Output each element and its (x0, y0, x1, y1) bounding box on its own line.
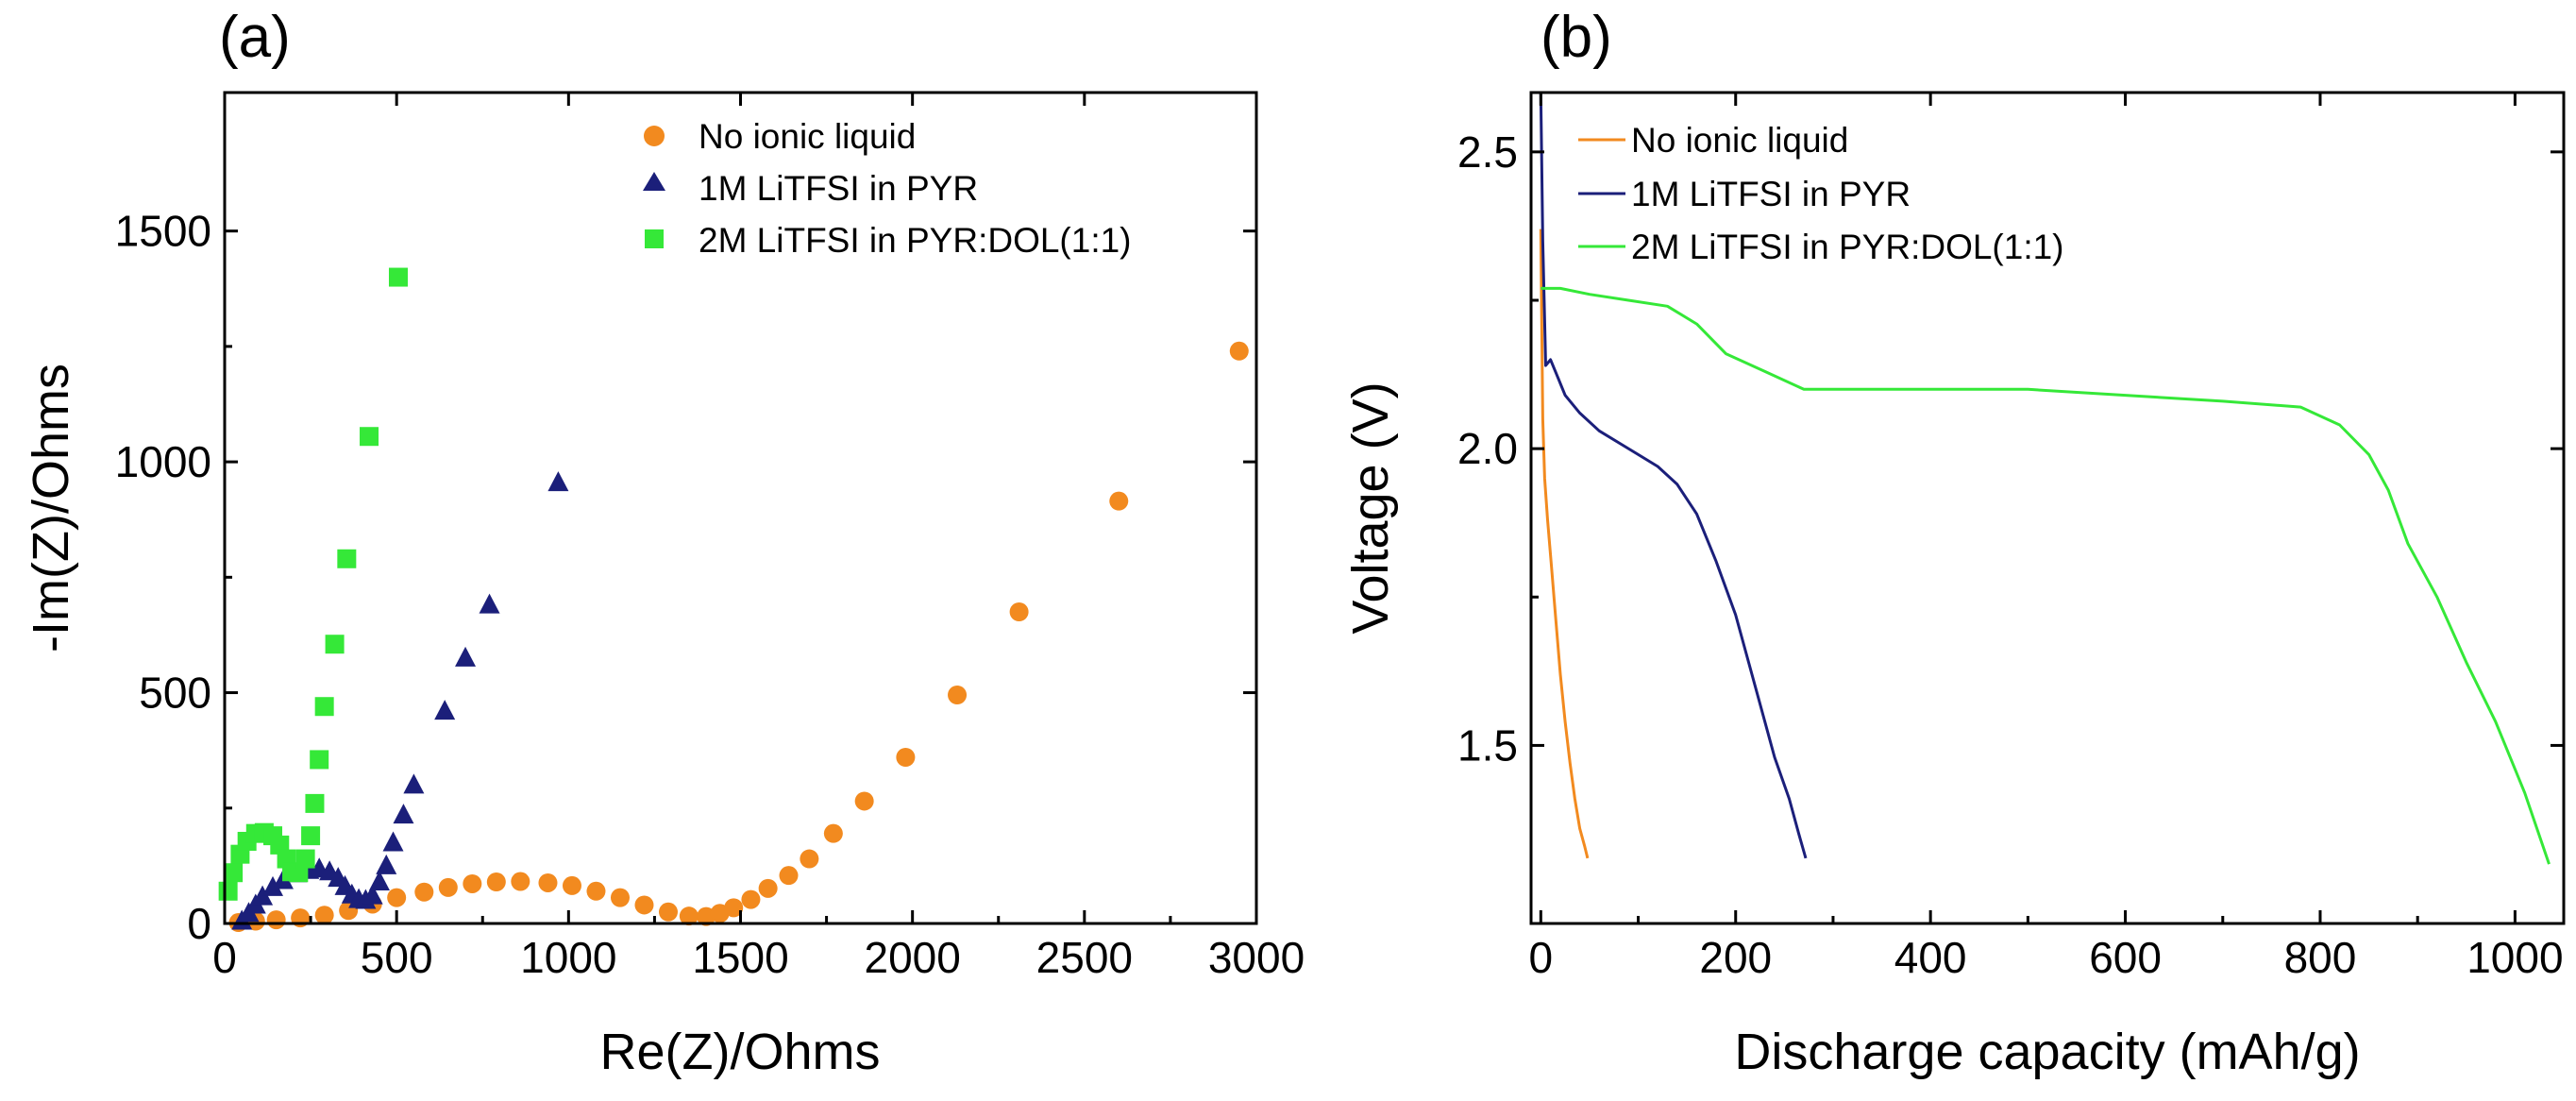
panel-a-frame (223, 91, 1258, 925)
data-point-no_ionic (486, 872, 506, 891)
data-point-pyr (403, 773, 425, 794)
panel-a-plot-area (218, 267, 1249, 933)
panel-a-ticks: 0 500 1000 1500 2000 2500 3000 0 500 1000 1500 (115, 93, 1305, 982)
data-point-no_ionic (586, 881, 606, 901)
panel-b-y-tick-label: 2.5 (1457, 127, 1518, 177)
data-point-pyr_dol (325, 635, 345, 654)
legend-b-label-no-ionic: No ionic liquid (1631, 121, 1848, 160)
data-point-pyr_dol (310, 750, 329, 770)
data-point-no_ionic (538, 872, 558, 892)
panel-a-x-tick-label: 3000 (1208, 933, 1305, 982)
panel-b-y-tick-label: 1.5 (1457, 720, 1518, 770)
data-point-no_ionic (387, 888, 407, 907)
data-point-no_ionic (610, 888, 630, 907)
panel-b-x-axis-title: Discharge capacity (mAh/g) (1734, 1024, 2360, 1080)
data-point-pyr (362, 884, 383, 905)
data-point-no_ionic (779, 866, 799, 886)
data-point-pyr_dol (305, 793, 325, 813)
data-point-no_ionic (463, 873, 482, 893)
panel-a-x-tick-label: 0 (212, 933, 237, 982)
panel-b-x-tick-label: 0 (1529, 933, 1554, 982)
data-point-pyr (382, 831, 404, 852)
legend-a-label-pyr-dol: 2M LiTFSI in PYR:DOL(1:1) (699, 221, 1132, 260)
panel-a-x-tick-label: 1000 (520, 933, 616, 982)
data-point-no_ionic (1109, 491, 1129, 511)
series-line-no_ionic (1539, 229, 1590, 859)
panel-a-impedance-chart: (a) 0 500 1000 1500 2000 2500 3000 0 500 1000 1500… (23, 5, 1305, 1080)
legend-a-marker-no-ionic (644, 126, 665, 146)
panel-b-legend: No ionic liquid 1M LiTFSI in PYR 2M LiTF… (1578, 121, 2064, 266)
data-point-no_ionic (679, 906, 699, 926)
data-point-no_ionic (948, 686, 968, 704)
data-point-pyr_dol (295, 849, 315, 869)
panel-b-x-tick-label: 200 (1699, 933, 1772, 982)
data-point-no_ionic (896, 748, 916, 767)
panel-a-x-tick-label: 500 (361, 933, 433, 982)
panel-b-x-tick-label: 400 (1894, 933, 1967, 982)
data-point-pyr (376, 854, 397, 874)
data-point-no_ionic (1229, 341, 1249, 361)
panel-a-y-tick-label: 0 (187, 899, 211, 948)
legend-a-label-no-ionic: No ionic liquid (699, 117, 916, 156)
panel-a-label: (a) (219, 5, 291, 70)
data-point-no_ionic (634, 895, 654, 915)
data-point-pyr_dol (314, 697, 334, 717)
legend-b-label-pyr-dol: 2M LiTFSI in PYR:DOL(1:1) (1631, 228, 2064, 266)
data-point-no_ionic (758, 878, 778, 898)
panel-b-plot-area (1539, 92, 2551, 865)
panel-a-y-tick-label: 1500 (115, 207, 211, 256)
data-point-no_ionic (266, 910, 286, 930)
panel-b-x-tick-label: 800 (2284, 933, 2357, 982)
legend-b-label-pyr: 1M LiTFSI in PYR (1631, 175, 1911, 213)
panel-a-x-axis-title: Re(Z)/Ohms (600, 1024, 881, 1080)
data-point-pyr_dol (301, 826, 321, 846)
data-point-pyr_dol (224, 863, 244, 883)
data-point-pyr_dol (388, 267, 408, 287)
data-point-no_ionic (1009, 602, 1029, 621)
panel-b-label: (b) (1541, 5, 1612, 70)
data-point-no_ionic (823, 823, 843, 843)
data-point-pyr_dol (218, 881, 238, 901)
data-point-no_ionic (314, 906, 334, 925)
data-point-pyr (368, 871, 390, 890)
data-point-no_ionic (854, 791, 874, 811)
panel-a-legend: No ionic liquid 1M LiTFSI in PYR 2M LiTF… (643, 117, 1132, 260)
data-point-no_ionic (414, 882, 434, 902)
panel-a-y-tick-label: 1000 (115, 437, 211, 486)
panel-b-discharge-chart: (b) 0 200 400 600 800 1000 1.5 2.0 2.5 Discharge… (1342, 5, 2566, 1080)
legend-a-marker-pyr (643, 172, 665, 191)
data-point-no_ionic (741, 889, 761, 909)
legend-a-marker-pyr-dol (645, 229, 664, 248)
data-point-no_ionic (562, 875, 581, 895)
panel-b-x-tick-label: 1000 (2467, 933, 2563, 982)
legend-a-label-pyr: 1M LiTFSI in PYR (699, 169, 978, 208)
panel-b-ticks: 0 200 400 600 800 1000 1.5 2.0 2.5 (1457, 93, 2564, 982)
panel-a-x-tick-label: 1500 (692, 933, 788, 982)
panel-b-y-tick-label: 2.0 (1457, 424, 1518, 473)
panel-b-x-tick-label: 600 (2089, 933, 2162, 982)
data-point-pyr (393, 804, 414, 824)
data-point-no_ionic (800, 849, 819, 869)
panel-b-y-axis-title: Voltage (V) (1342, 381, 1399, 634)
data-point-pyr (262, 875, 284, 896)
data-point-pyr (479, 593, 500, 614)
panel-b-frame (1529, 91, 2566, 925)
data-point-pyr_dol (337, 549, 357, 568)
data-point-pyr (547, 471, 569, 492)
panel-a-y-axis-title: -Im(Z)/Ohms (23, 364, 79, 652)
series-line-pyr (1539, 92, 1808, 859)
panel-a-x-tick-label: 2000 (864, 933, 960, 982)
data-point-pyr (252, 885, 274, 906)
data-point-no_ionic (511, 872, 530, 891)
panel-a-x-tick-label: 2500 (1036, 933, 1133, 982)
data-point-pyr_dol (360, 427, 379, 447)
data-point-pyr (455, 646, 477, 667)
data-point-pyr (434, 700, 456, 720)
data-point-no_ionic (658, 902, 678, 922)
data-point-no_ionic (438, 877, 458, 897)
panel-a-y-tick-label: 500 (139, 669, 211, 718)
data-point-no_ionic (724, 898, 744, 918)
series-line-pyr_dol (1541, 286, 2551, 865)
